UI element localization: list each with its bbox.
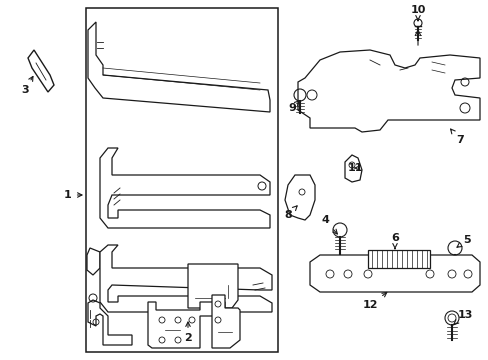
Polygon shape [297,50,479,132]
Text: 6: 6 [390,233,398,249]
Polygon shape [367,250,429,268]
Polygon shape [345,155,361,182]
Polygon shape [87,248,100,275]
Bar [86,8,278,352]
Polygon shape [100,245,271,312]
Text: 5: 5 [456,235,470,247]
Text: 8: 8 [284,206,297,220]
Text: 10: 10 [409,5,425,21]
Text: 4: 4 [321,215,337,234]
Text: 12: 12 [362,292,386,310]
Text: 13: 13 [452,310,472,325]
Text: 3: 3 [21,76,33,95]
Polygon shape [212,295,240,348]
Text: 9: 9 [287,101,299,113]
Polygon shape [28,50,54,92]
Text: 7: 7 [450,129,463,145]
Polygon shape [100,148,269,228]
Polygon shape [285,175,314,220]
Polygon shape [88,300,132,345]
Text: 1: 1 [64,190,82,200]
Polygon shape [148,302,224,348]
Polygon shape [187,264,238,308]
Polygon shape [88,22,269,112]
Text: 2: 2 [184,322,191,343]
Text: 11: 11 [346,163,362,173]
Polygon shape [309,255,479,292]
